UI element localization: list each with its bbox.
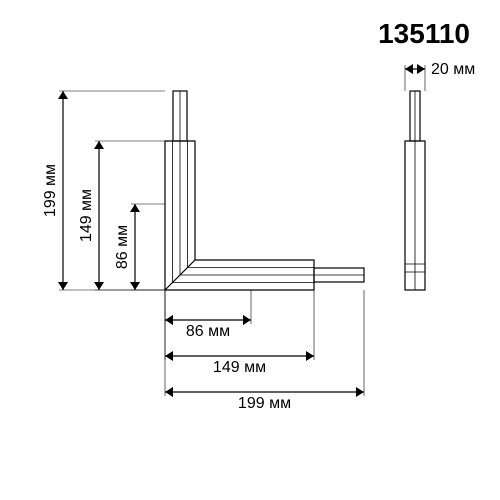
product-id: 135110 <box>378 18 470 50</box>
svg-text:20 мм: 20 мм <box>431 61 475 78</box>
technical-drawing: 199 мм 149 мм 86 мм 86 мм 149 мм 199 мм 20 мм <box>0 0 500 500</box>
svg-text:149 мм: 149 мм <box>213 359 266 376</box>
svg-text:149 мм: 149 мм <box>78 189 95 242</box>
svg-text:86 мм: 86 мм <box>114 225 131 269</box>
svg-text:199 мм: 199 мм <box>42 164 59 217</box>
svg-text:86 мм: 86 мм <box>186 323 230 340</box>
svg-text:199 мм: 199 мм <box>238 395 291 412</box>
